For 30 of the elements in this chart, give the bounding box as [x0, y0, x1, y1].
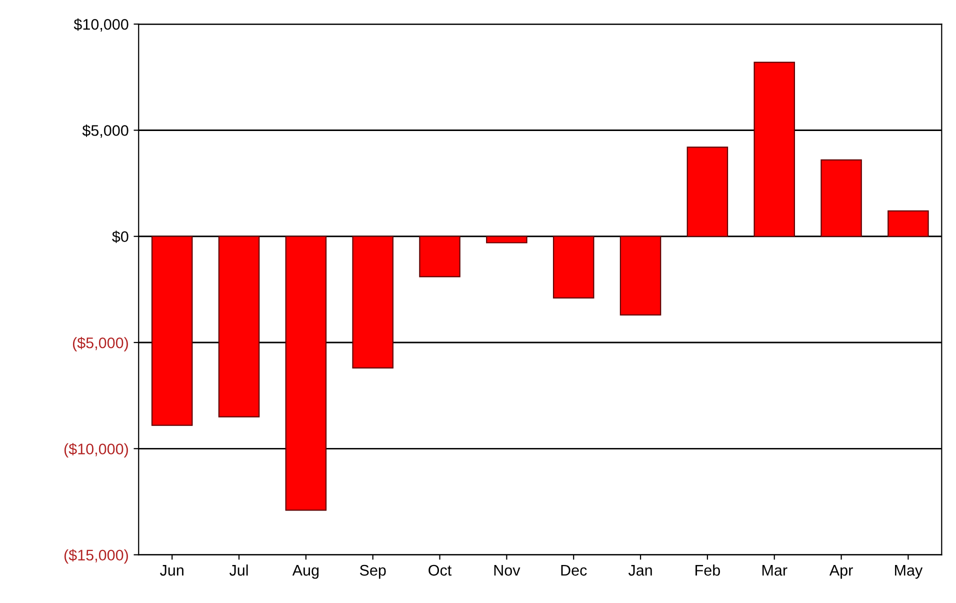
bar [419, 236, 460, 278]
bar [620, 236, 662, 316]
bar [686, 146, 728, 237]
bar [820, 159, 862, 237]
x-tick-label: Apr [829, 565, 853, 579]
x-tick-label: Mar [762, 565, 788, 576]
bar [285, 236, 327, 511]
x-tick-label: Feb [696, 564, 720, 576]
y-tick-label: ($15,000) [64, 549, 128, 564]
bar [888, 210, 929, 237]
bar [151, 236, 193, 426]
x-tick-label: Dec [561, 565, 587, 576]
y-tick-label: $5,000 [82, 124, 128, 138]
y-tick-label: $0 [112, 230, 128, 243]
y-tick-label: ($5,000) [72, 336, 128, 352]
bar [552, 236, 594, 298]
bar [218, 236, 260, 418]
bar [754, 62, 795, 237]
x-tick-label: Nov [494, 565, 520, 576]
y-tick-label: $10,000 [74, 18, 128, 32]
y-tick-label: ($10,000) [64, 442, 128, 458]
bar [352, 236, 394, 369]
x-tick-label: May [895, 565, 923, 579]
x-tick-label: Aug [292, 565, 319, 579]
x-tick-label: Jan [628, 565, 652, 576]
x-tick-label: Jun [160, 565, 184, 576]
x-tick-label: Sep [360, 564, 386, 579]
bar [486, 236, 528, 244]
x-tick-label: Oct [428, 564, 452, 576]
x-tick-label: Jul [229, 564, 248, 576]
